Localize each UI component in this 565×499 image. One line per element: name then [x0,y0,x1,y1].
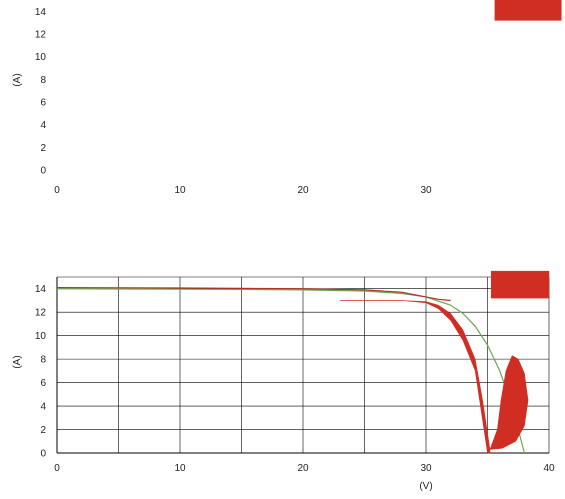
series-line-2 [57,286,451,302]
y-tick-label: 8 [40,355,46,366]
y-tick-label: 10 [35,52,47,63]
y-tick-label: 2 [40,425,46,436]
x-tick-label: 30 [420,185,432,196]
x-tick-label: 20 [297,185,309,196]
x-tick-label: 10 [174,185,186,196]
y-tick-label: 14 [35,284,47,295]
x-tick-label: 30 [420,463,432,474]
chart-1: 0 2 4 6 8 10 12 14 0 10 20 30 (A) [12,0,562,196]
y-tick-label: 2 [40,143,46,154]
y-tick-label: 10 [35,331,47,342]
series-region-5 [490,270,550,299]
x-tick-label: 0 [54,463,60,474]
series-line-1 [57,288,525,454]
series-region-1 [494,0,562,21]
series-region-4 [489,355,529,450]
y-tick-label: 12 [35,30,47,41]
series-region-3 [339,300,491,454]
chart-2: 0 2 4 6 8 10 12 14 0 10 20 30 40 (A) (V) [12,270,555,492]
y-tick-label: 6 [40,98,46,109]
x-axis-label: (V) [419,481,432,492]
x-tick-label: 10 [174,463,186,474]
y-axis-label: (A) [12,355,23,368]
y-tick-label: 4 [40,120,46,131]
y-tick-label: 6 [40,378,46,389]
y-tick-label: 0 [40,449,46,460]
y-tick-label: 0 [40,166,46,177]
y-tick-label: 14 [35,7,47,18]
y-axis-label: (A) [12,73,23,86]
series-group [494,0,562,21]
x-tick-label: 20 [297,463,309,474]
y-tick-label: 4 [40,402,46,413]
series-group [57,270,550,454]
x-tick-label: 40 [543,463,555,474]
y-tick-label: 8 [40,75,46,86]
y-tick-label: 12 [35,308,47,319]
x-tick-label: 0 [54,185,60,196]
